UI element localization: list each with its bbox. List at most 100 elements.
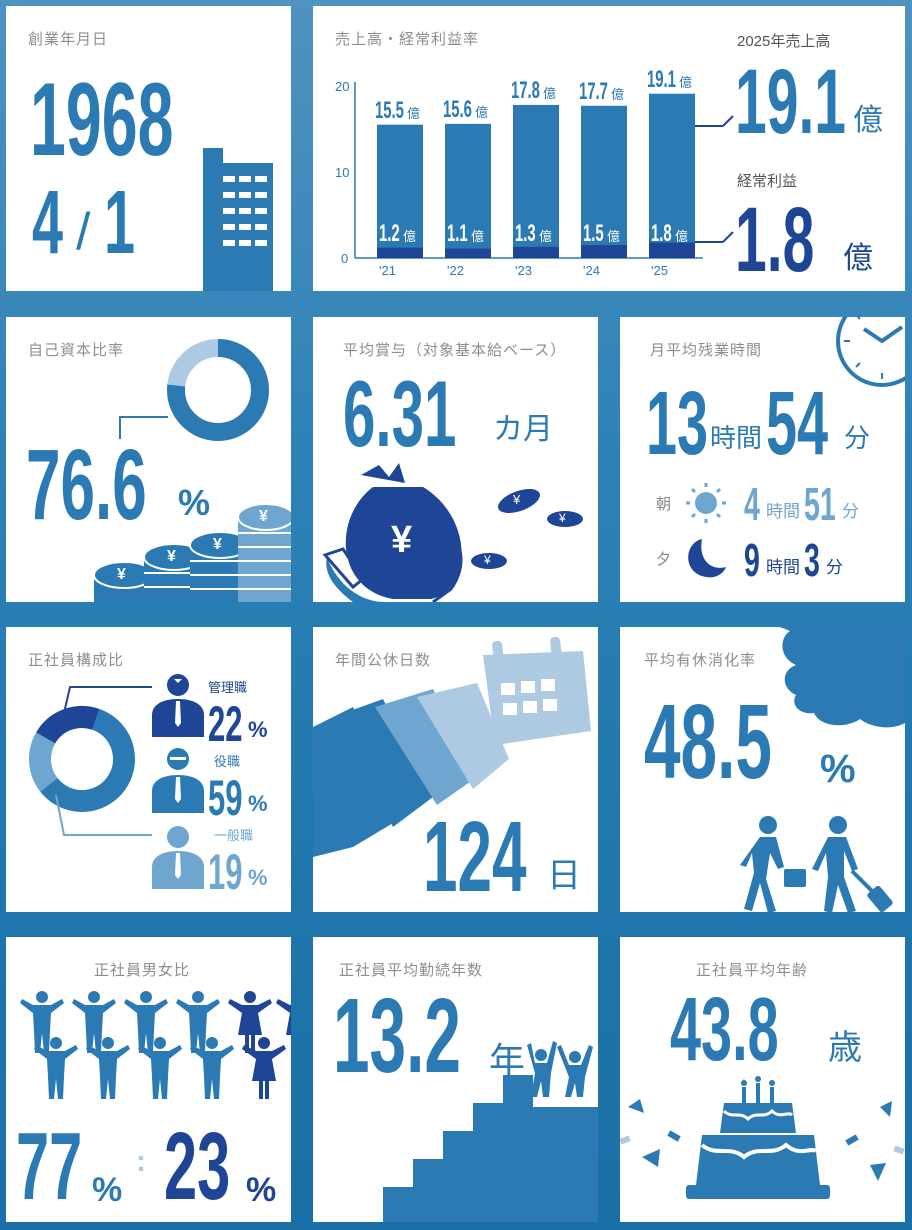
morning-hours-unit: 時間 (766, 502, 800, 521)
y-tick-10: 10 (335, 165, 350, 180)
female-person-icon (276, 999, 291, 1035)
cloud-icon (740, 627, 905, 912)
clock-icon (686, 317, 905, 578)
evening-minutes-unit: 分 (826, 558, 843, 577)
female-unit: % (246, 1171, 277, 1209)
equity-value: 76.6 (26, 429, 147, 541)
profit-bar (445, 248, 491, 258)
x-tick-label: '25 (651, 263, 668, 278)
y-tick-20: 20 (335, 79, 350, 94)
age-label: 正社員平均年齢 (696, 962, 809, 979)
sales-2025-unit: 億 (853, 104, 883, 137)
male-person-icon (176, 991, 220, 1053)
overtime-minutes: 54 (766, 374, 829, 474)
stairs-icon (383, 1041, 598, 1222)
evening-label: 夕 (656, 551, 672, 568)
sun-icon (686, 483, 726, 523)
composition-slice-1 (29, 706, 135, 812)
leave-value: 48.5 (644, 683, 772, 801)
ratio-colon: : (136, 1145, 146, 1178)
founding-day: 1 (104, 173, 136, 273)
age-value: 43.8 (670, 980, 779, 1080)
overtime-minutes-unit: 分 (844, 423, 871, 453)
composition-label: 正社員構成比 (28, 652, 125, 669)
profit-unit-label: 億 (471, 229, 485, 244)
male-person-icon (72, 991, 116, 1053)
holidays-unit: 日 (547, 857, 581, 895)
officer-name: 役職 (214, 754, 241, 769)
coin-yen-2: ¥ (167, 548, 176, 565)
founding-label: 創業年月日 (28, 31, 109, 48)
sales-value-label: 17.7 (579, 77, 608, 105)
sales-bar (649, 93, 695, 259)
founding-year: 1968 (30, 62, 174, 178)
sales-card: 売上高・経常利益率 20 10 0 15.5 億 1.2 億 '21 15.6 億 1.1 億 '… (313, 6, 905, 291)
profit-unit-label: 億 (403, 229, 417, 244)
composition-donut-chart (29, 674, 204, 889)
profit-value-label: 1.2 (379, 220, 400, 247)
female-value: 23 (164, 1113, 231, 1220)
coin-yen-1: ¥ (117, 566, 126, 583)
profit-title: 経常利益 (737, 173, 798, 190)
equity-donut-arc (167, 339, 269, 441)
equity-unit: % (178, 482, 211, 523)
sales-unit-label: 億 (475, 104, 489, 120)
profit-value: 1.8 (735, 189, 815, 291)
tenure-unit: 年 (489, 1040, 526, 1081)
sales-2025-title: 2025年売上高 (737, 33, 831, 50)
y-tick-0: 0 (341, 251, 349, 266)
coin-yen-3: ¥ (213, 536, 222, 553)
evening-hours-unit: 時間 (766, 558, 800, 577)
bonus-unit: カ月 (493, 413, 553, 446)
morning-hours: 4 (744, 478, 760, 530)
sales-bar (377, 124, 423, 258)
gender-card: 正社員男女比 77 % : 23 % (6, 937, 291, 1222)
tenure-label: 正社員平均勤続年数 (339, 962, 484, 979)
founding-card: 創業年月日 1968 4 / 1 (6, 6, 291, 291)
sales-label: 売上高・経常利益率 (335, 31, 480, 48)
bonus-card: 平均賞与（対象基本給ベース） 6.31 カ月 ¥ ¥ ¥ ¥ (313, 317, 598, 602)
profit-value-label: 1.8 (651, 220, 672, 247)
profit-unit-label: 億 (539, 229, 553, 244)
cake-icon (620, 1076, 905, 1199)
manager-value: 22 (208, 696, 243, 752)
manager-unit: % (248, 717, 268, 742)
coin-yen-b: ¥ (559, 511, 566, 525)
male-person-icon (34, 1037, 78, 1099)
manager-name: 管理職 (208, 680, 248, 695)
officer-unit: % (248, 791, 268, 816)
male-unit: % (92, 1171, 123, 1209)
morning-minutes: 51 (804, 478, 836, 530)
male-person-icon (124, 991, 168, 1053)
holidays-value: 124 (423, 801, 527, 912)
age-unit: 歳 (828, 1029, 862, 1067)
founding-month: 4 (32, 173, 64, 273)
equity-card: 自己資本比率 ¥ ¥ ¥ ¥ 76.6 % (6, 317, 291, 602)
overtime-hours: 13 (646, 374, 709, 474)
leave-label: 平均有休消化率 (644, 652, 757, 669)
tenure-card: 正社員平均勤続年数 13.2 年 (313, 937, 598, 1222)
equity-label: 自己資本比率 (28, 342, 125, 359)
profit-bar (377, 247, 423, 258)
tenure-value: 13.2 (333, 977, 461, 1095)
people-icons (20, 991, 291, 1099)
female-person-icon (242, 1037, 286, 1099)
building-icon (203, 148, 273, 291)
profit-unit-label: 億 (607, 229, 621, 244)
composition-card: 正社員構成比 管理職 22 % 役職 59 % 一般職 19 % (6, 627, 291, 912)
sales-unit-label: 億 (543, 85, 557, 101)
evening-minutes: 3 (804, 534, 820, 586)
composition-slice-2 (29, 706, 135, 812)
staff-name: 一般職 (214, 828, 254, 843)
sales-bar (513, 104, 559, 258)
profit-bar (513, 246, 559, 258)
sales-value-label: 15.6 (443, 95, 472, 123)
overtime-card: 月平均残業時間 13 時間 54 分 朝 4 時間 51 分 夕 9 時間 3 … (620, 317, 905, 602)
x-tick-label: '24 (583, 263, 600, 278)
staff-value: 19 (208, 844, 243, 900)
profit-unit: 億 (843, 242, 873, 275)
sales-2025-value: 19.1 (735, 51, 847, 153)
profit-value-label: 1.5 (583, 220, 604, 247)
overtime-label: 月平均残業時間 (650, 342, 763, 359)
x-tick-label: '21 (379, 263, 396, 278)
